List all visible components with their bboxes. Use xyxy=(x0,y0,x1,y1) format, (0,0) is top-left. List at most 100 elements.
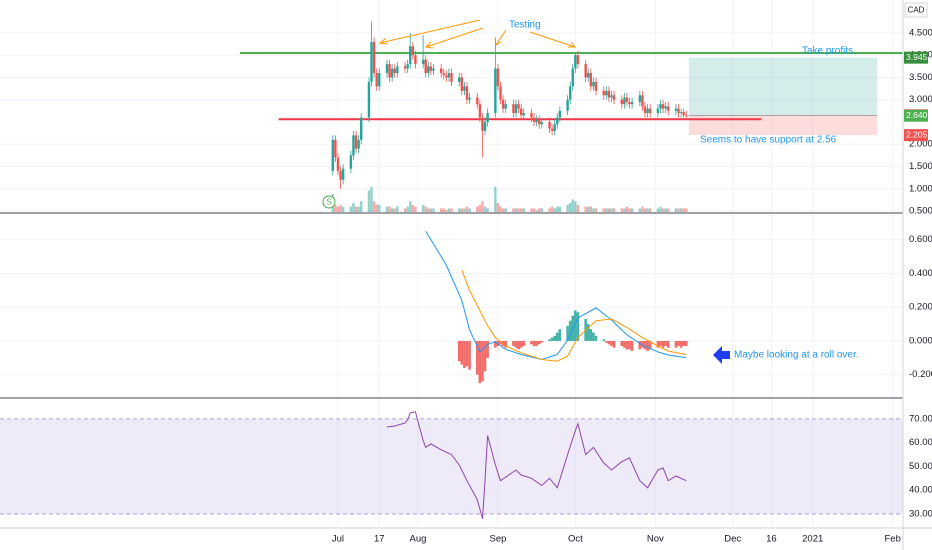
volume-bar xyxy=(553,208,556,212)
volume-bar xyxy=(494,186,497,212)
volume-bar xyxy=(445,210,448,212)
histogram-bar xyxy=(486,340,489,358)
annotation: Seems to have support at 2.56 xyxy=(700,135,837,146)
currency-box[interactable] xyxy=(904,2,928,18)
volume-bar xyxy=(421,204,425,212)
label-layer: Jul 17 Aug Sep Oct Nov Dec 16 2021 Feb 0.500 1.000 1… xyxy=(332,27,932,544)
x-tick-label: Aug xyxy=(410,534,427,545)
histogram-bar xyxy=(483,340,487,372)
volume-bar xyxy=(679,208,683,212)
volume-bar xyxy=(429,208,433,212)
volume-bar xyxy=(566,204,569,212)
candle-body xyxy=(378,73,381,87)
histogram-bar xyxy=(610,340,613,347)
volume-bar xyxy=(432,208,435,212)
annotation: Take profits xyxy=(802,46,853,57)
volume-bar xyxy=(594,208,598,212)
volume-bar xyxy=(677,208,680,212)
x-tick-label: 17 xyxy=(374,534,385,545)
rsi-line xyxy=(386,411,687,519)
candle-body xyxy=(414,55,417,65)
volume-bar xyxy=(476,206,479,212)
candle-body xyxy=(566,99,569,111)
histogram-bar xyxy=(674,340,678,348)
price-label: 2.640 xyxy=(906,110,928,120)
volume-bar xyxy=(530,208,533,212)
histogram-bar xyxy=(592,332,595,341)
candle-body xyxy=(450,73,453,82)
candle-body xyxy=(339,170,342,180)
candle-body xyxy=(411,46,414,56)
event-marker[interactable] xyxy=(322,195,336,209)
candle-body xyxy=(357,139,360,149)
volume-bar xyxy=(630,208,634,212)
candle-body xyxy=(499,86,502,100)
volume-bar xyxy=(424,206,427,212)
candle-body xyxy=(517,104,520,109)
y-tick-label: 50.00 xyxy=(909,461,932,472)
candle-body xyxy=(610,95,613,98)
volume-bar xyxy=(584,206,587,212)
candle-body xyxy=(388,64,391,78)
indicator-line xyxy=(425,230,687,361)
histogram-bar xyxy=(499,340,502,345)
price-label: 3.945 xyxy=(906,52,928,62)
x-tick-label: Nov xyxy=(647,534,664,545)
histogram-bar xyxy=(656,340,660,348)
candle-body xyxy=(481,117,484,131)
candle-body xyxy=(512,104,515,114)
candle-body xyxy=(421,59,425,65)
histogram-bar xyxy=(623,340,626,348)
volume-bar xyxy=(486,208,489,212)
y-tick-label: 3.500 xyxy=(909,72,932,83)
candle-body xyxy=(661,104,665,109)
candle-body xyxy=(341,168,345,180)
annotation: Testing xyxy=(509,20,541,31)
histogram-bar xyxy=(677,340,680,347)
candle-body xyxy=(385,64,389,74)
candle-body xyxy=(476,97,479,105)
histogram-bar xyxy=(586,324,590,341)
volume-bar xyxy=(439,208,443,212)
volume-bar xyxy=(450,208,453,212)
volume-bar xyxy=(522,208,525,212)
candle-body xyxy=(685,115,688,117)
x-tick-label: Feb xyxy=(884,534,900,545)
histogram-bar xyxy=(519,340,523,348)
volume-bar xyxy=(360,201,363,212)
histogram-bar xyxy=(463,340,466,368)
candle-body xyxy=(494,68,497,114)
volume-bar xyxy=(367,190,371,212)
candle-body xyxy=(587,73,590,78)
volume-bar xyxy=(538,208,541,212)
candle-body xyxy=(460,77,464,91)
position-target-zone xyxy=(688,57,878,116)
volume-bar xyxy=(574,201,577,212)
arrow-head xyxy=(494,38,502,46)
volume-bar xyxy=(442,208,445,212)
histogram-bar xyxy=(630,340,634,352)
y-tick-label: 1.000 xyxy=(909,183,932,194)
histogram-bar xyxy=(558,329,562,341)
candle-body xyxy=(432,68,435,71)
volume-bar xyxy=(535,210,538,212)
candle-body xyxy=(458,77,461,82)
volume-bar xyxy=(385,206,389,212)
arrow-head xyxy=(378,37,389,45)
y-tick-label: 1.500 xyxy=(909,161,932,172)
volume-bar xyxy=(656,208,660,212)
x-tick-label: 16 xyxy=(766,534,777,545)
candle-body xyxy=(605,90,608,96)
volume-bar xyxy=(370,186,373,212)
histogram-bar xyxy=(522,340,526,347)
candle-body xyxy=(532,117,536,122)
volume-bar xyxy=(532,208,536,212)
volume-bar xyxy=(411,204,414,212)
candle-body xyxy=(393,68,396,74)
arrow-icon xyxy=(713,346,730,364)
histogram-bar xyxy=(514,340,518,348)
histogram-bar xyxy=(589,329,593,341)
x-tick-label: Oct xyxy=(568,534,583,545)
